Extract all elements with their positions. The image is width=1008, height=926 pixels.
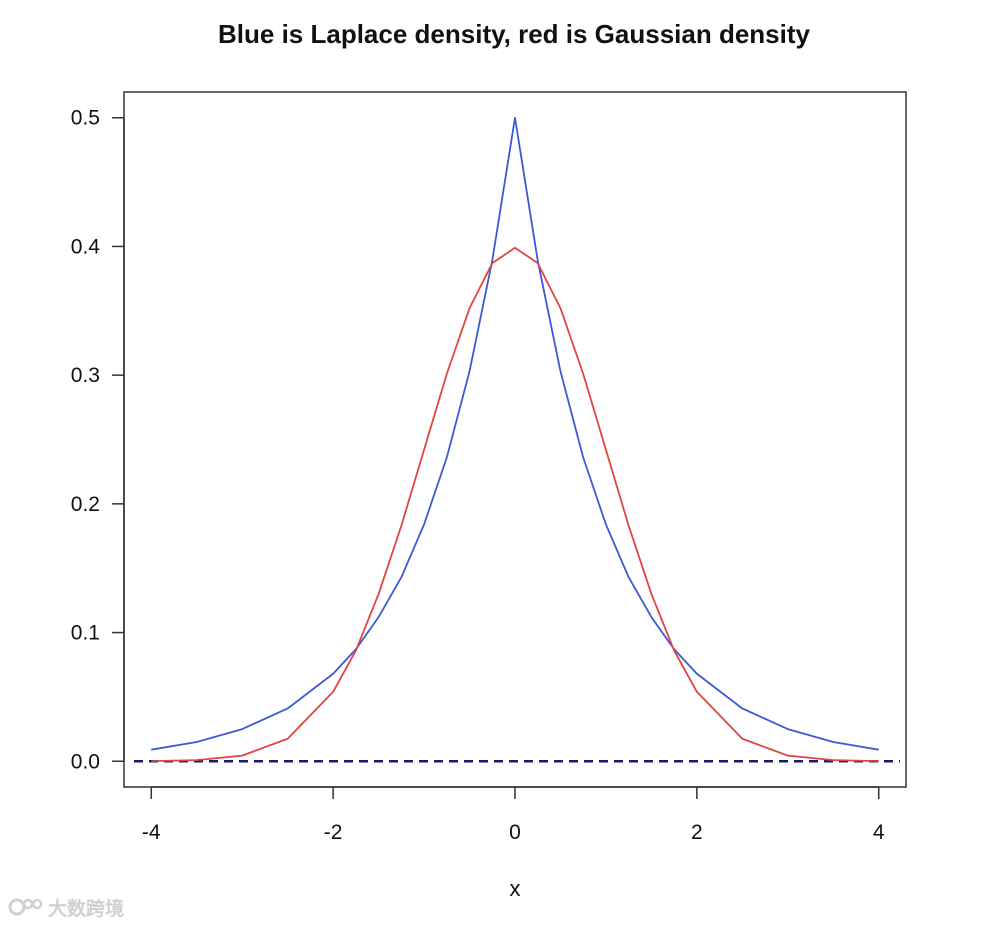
y-tick-label: 0.5 (71, 107, 100, 130)
x-tick-label: 4 (873, 821, 885, 844)
y-tick-label: 0.1 (71, 622, 100, 645)
chart-title: Blue is Laplace density, red is Gaussian… (218, 19, 810, 49)
y-tick-label: 0.4 (71, 235, 101, 258)
series-line-1 (151, 246, 879, 763)
y-tick-label: 0.3 (71, 364, 100, 387)
series-line-0 (151, 116, 879, 751)
plot-frame (123, 91, 907, 788)
watermark-text: 大数跨境 (48, 897, 125, 920)
watermark-logo-icon (8, 898, 42, 916)
series-layer (151, 116, 879, 763)
x-tick-label: -4 (142, 821, 161, 844)
y-tick-label: 0.2 (71, 493, 100, 516)
x-tick-label: 2 (691, 821, 703, 844)
y-tick-label: 0.0 (71, 750, 100, 773)
y-axis: 0.0 0.1 0.2 0.3 0.4 0.5 (71, 107, 125, 773)
x-tick-label: -2 (324, 821, 343, 844)
x-axis: -4 -2 0 2 4 (142, 786, 885, 844)
x-tick-label: 0 (509, 821, 521, 844)
x-axis-label: x (510, 876, 521, 901)
watermark: 大数跨境 (8, 893, 124, 921)
